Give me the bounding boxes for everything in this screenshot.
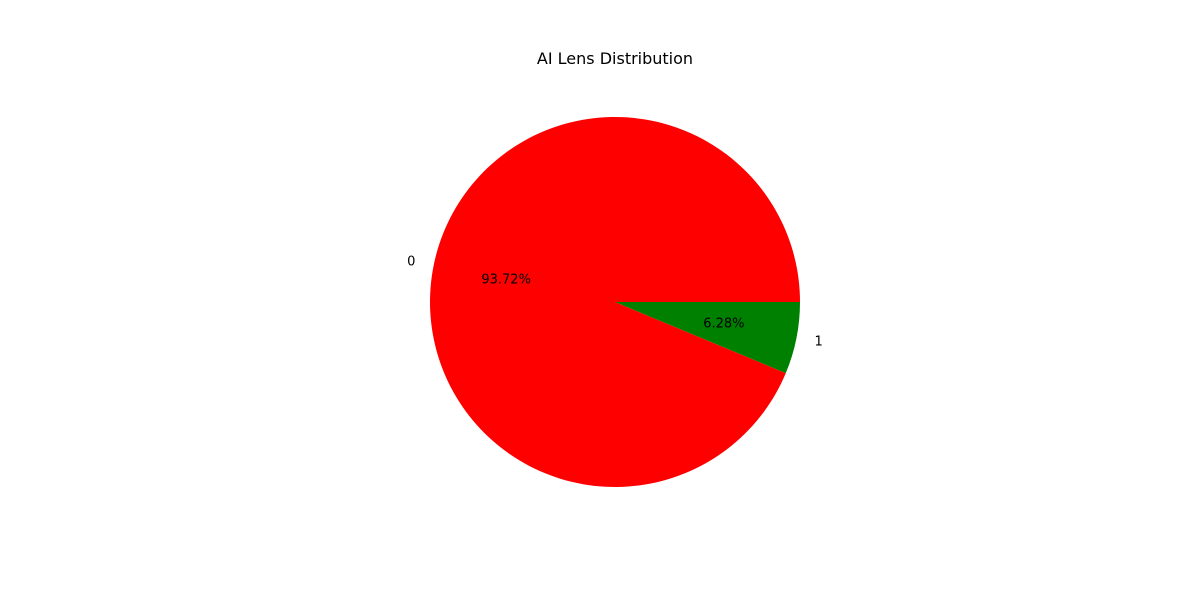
- pie-slice-0: [430, 116, 800, 487]
- chart-title: AI Lens Distribution: [537, 49, 693, 68]
- pie-category-label-1: 1: [815, 334, 823, 349]
- pie-slices: [430, 116, 800, 487]
- pie-slice-1: [615, 302, 800, 374]
- pie-percent-label-0: 93.72%: [481, 273, 531, 288]
- pie-category-label-0: 0: [407, 255, 415, 270]
- pie-percent-label-1: 6.28%: [703, 316, 744, 331]
- pie-labels: 0 93.72% 1 6.28%: [407, 255, 823, 350]
